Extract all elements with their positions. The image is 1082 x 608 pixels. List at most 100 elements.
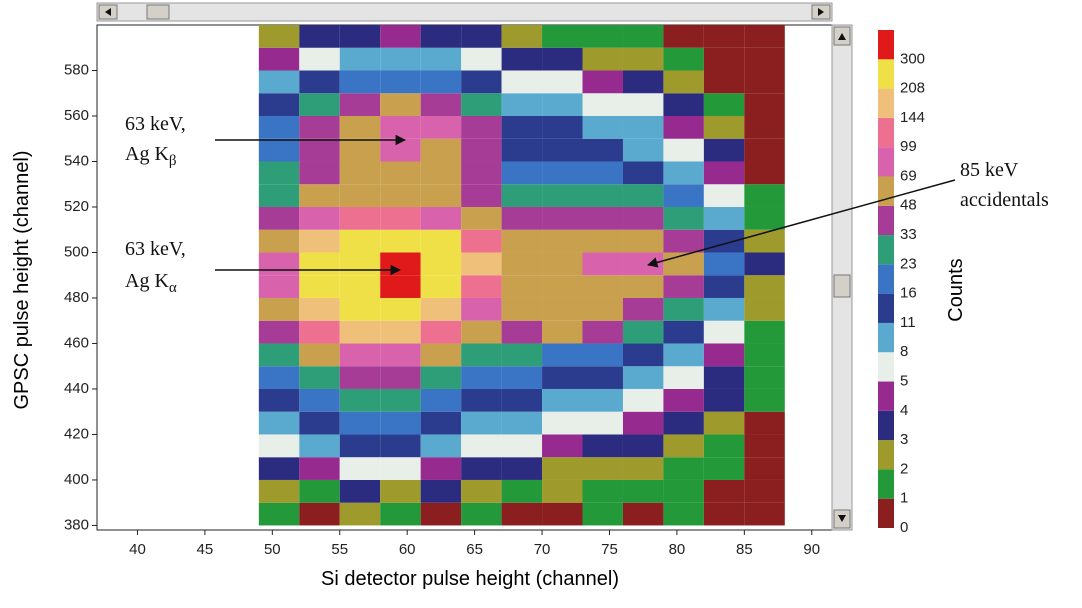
heatmap-cell [542, 47, 583, 71]
heatmap-cell [542, 252, 583, 276]
heatmap-cell [461, 47, 502, 71]
heatmap-cell [501, 411, 543, 435]
heatmap-cell [744, 252, 785, 276]
annotation: 63 keV, [125, 238, 186, 260]
heatmap-cell [258, 411, 300, 435]
heatmap-cell [461, 457, 502, 480]
heatmap-cell [380, 388, 421, 412]
heatmap-cell [622, 252, 664, 276]
heatmap-cell [420, 25, 462, 48]
heatmap-cell [420, 366, 462, 389]
heatmap-cell [501, 184, 543, 207]
heatmap-cell [663, 320, 704, 344]
heatmap-cell [542, 343, 583, 367]
heatmap-cell [380, 115, 421, 139]
heatmap-cell [380, 275, 421, 298]
heatmap-cell [663, 115, 704, 139]
heatmap-cell [380, 366, 421, 389]
heatmap-cell [299, 70, 340, 94]
heatmap-cell [703, 366, 745, 389]
horizontal-scrollbar[interactable] [96, 2, 833, 22]
heatmap-cell [622, 457, 664, 480]
heatmap-cell [622, 479, 664, 503]
heatmap-cell [703, 229, 745, 253]
heatmap-cell [339, 47, 381, 71]
heatmap-cell [258, 184, 300, 207]
heatmap-cell [299, 206, 340, 230]
heatmap-cell [622, 502, 664, 526]
heatmap-cell [744, 434, 785, 458]
heatmap-cell [501, 502, 543, 526]
heatmap-cell [461, 366, 502, 389]
annotation-text: Ag K [125, 143, 169, 165]
heatmap-cell [501, 93, 543, 116]
heatmap-cell [744, 320, 785, 344]
heatmap-cell [703, 115, 745, 139]
heatmap-cell [703, 206, 745, 230]
heatmap-cell [501, 25, 543, 48]
heatmap-cell [582, 161, 623, 185]
heatmap-cell [299, 252, 340, 276]
heatmap-cell [258, 161, 300, 185]
heatmap-cell [744, 479, 785, 503]
colorbar-label: 8 [900, 343, 908, 360]
colorbar-swatch [878, 381, 894, 411]
heatmap-cell [542, 457, 583, 480]
x-tick-label: 55 [331, 541, 348, 558]
y-tick-label: 420 [64, 425, 89, 442]
heatmap-cell [339, 320, 381, 344]
heatmap-cell [582, 275, 623, 298]
heatmap-cell [339, 70, 381, 94]
heatmap-cell [703, 70, 745, 94]
heatmap-cell [582, 115, 623, 139]
y-tick-label: 560 [64, 107, 89, 124]
heatmap-cell [542, 434, 583, 458]
heatmap-cell [703, 343, 745, 367]
heatmap-cell [461, 388, 502, 412]
heatmap-cell [258, 297, 300, 321]
vertical-scrollbar[interactable] [831, 24, 853, 531]
heatmap-cell [420, 297, 462, 321]
heatmap-cell [663, 47, 704, 71]
colorbar-swatch [878, 293, 894, 323]
y-axis-title: GPSC pulse height (channel) [11, 150, 33, 409]
heatmap-cell [501, 343, 543, 367]
heatmap-cell [420, 229, 462, 253]
heatmap-cell [703, 502, 745, 526]
heatmap-cell [380, 434, 421, 458]
heatmap-cell [663, 70, 704, 94]
heatmap-cell [703, 275, 745, 298]
heatmap-cell [744, 70, 785, 94]
heatmap-cell [461, 343, 502, 367]
heatmap-cell [744, 388, 785, 412]
colorbar-swatch [878, 147, 894, 177]
colorbar-label: 144 [900, 109, 925, 126]
heatmap-cell [461, 206, 502, 230]
heatmap-cell [380, 184, 421, 207]
heatmap-cell [461, 434, 502, 458]
heatmap-cell [622, 138, 664, 162]
heatmap-cell [703, 479, 745, 503]
heatmap-cell [380, 229, 421, 253]
heatmap-cell [380, 25, 421, 48]
heatmap-cell [622, 275, 664, 298]
annotation: Ag Kα [125, 270, 177, 296]
heatmap-cell [339, 388, 381, 412]
heatmap-cell [542, 366, 583, 389]
heatmap-cell [703, 161, 745, 185]
heatmap-cell [299, 343, 340, 367]
heatmap-cell [663, 366, 704, 389]
heatmap-cell [299, 411, 340, 435]
heatmap-cell [420, 343, 462, 367]
heatmap-cell [582, 47, 623, 71]
heatmap-cell [663, 479, 704, 503]
heatmap-cell [380, 93, 421, 116]
heatmap-cell [299, 388, 340, 412]
heatmap-cell [299, 184, 340, 207]
heatmap-cell [744, 184, 785, 207]
heatmap-cell [582, 388, 623, 412]
heatmap-cell [622, 115, 664, 139]
colorbar-swatch [878, 59, 894, 89]
colorbar-label: 48 [900, 197, 917, 214]
x-tick-label: 65 [466, 541, 483, 558]
